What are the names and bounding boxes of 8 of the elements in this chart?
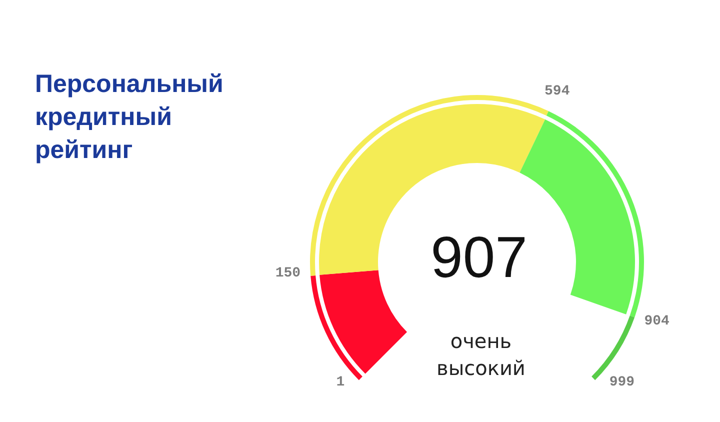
text: 999 [609, 374, 635, 390]
text: 907 [430, 225, 528, 290]
text: очень высокий [436, 329, 526, 380]
chart-title: Персональный кредитный рейтинг [35, 70, 224, 164]
text: 594 [544, 84, 570, 100]
text: 1 [336, 374, 345, 390]
text: 904 [644, 313, 670, 330]
text: 150 [275, 265, 301, 282]
